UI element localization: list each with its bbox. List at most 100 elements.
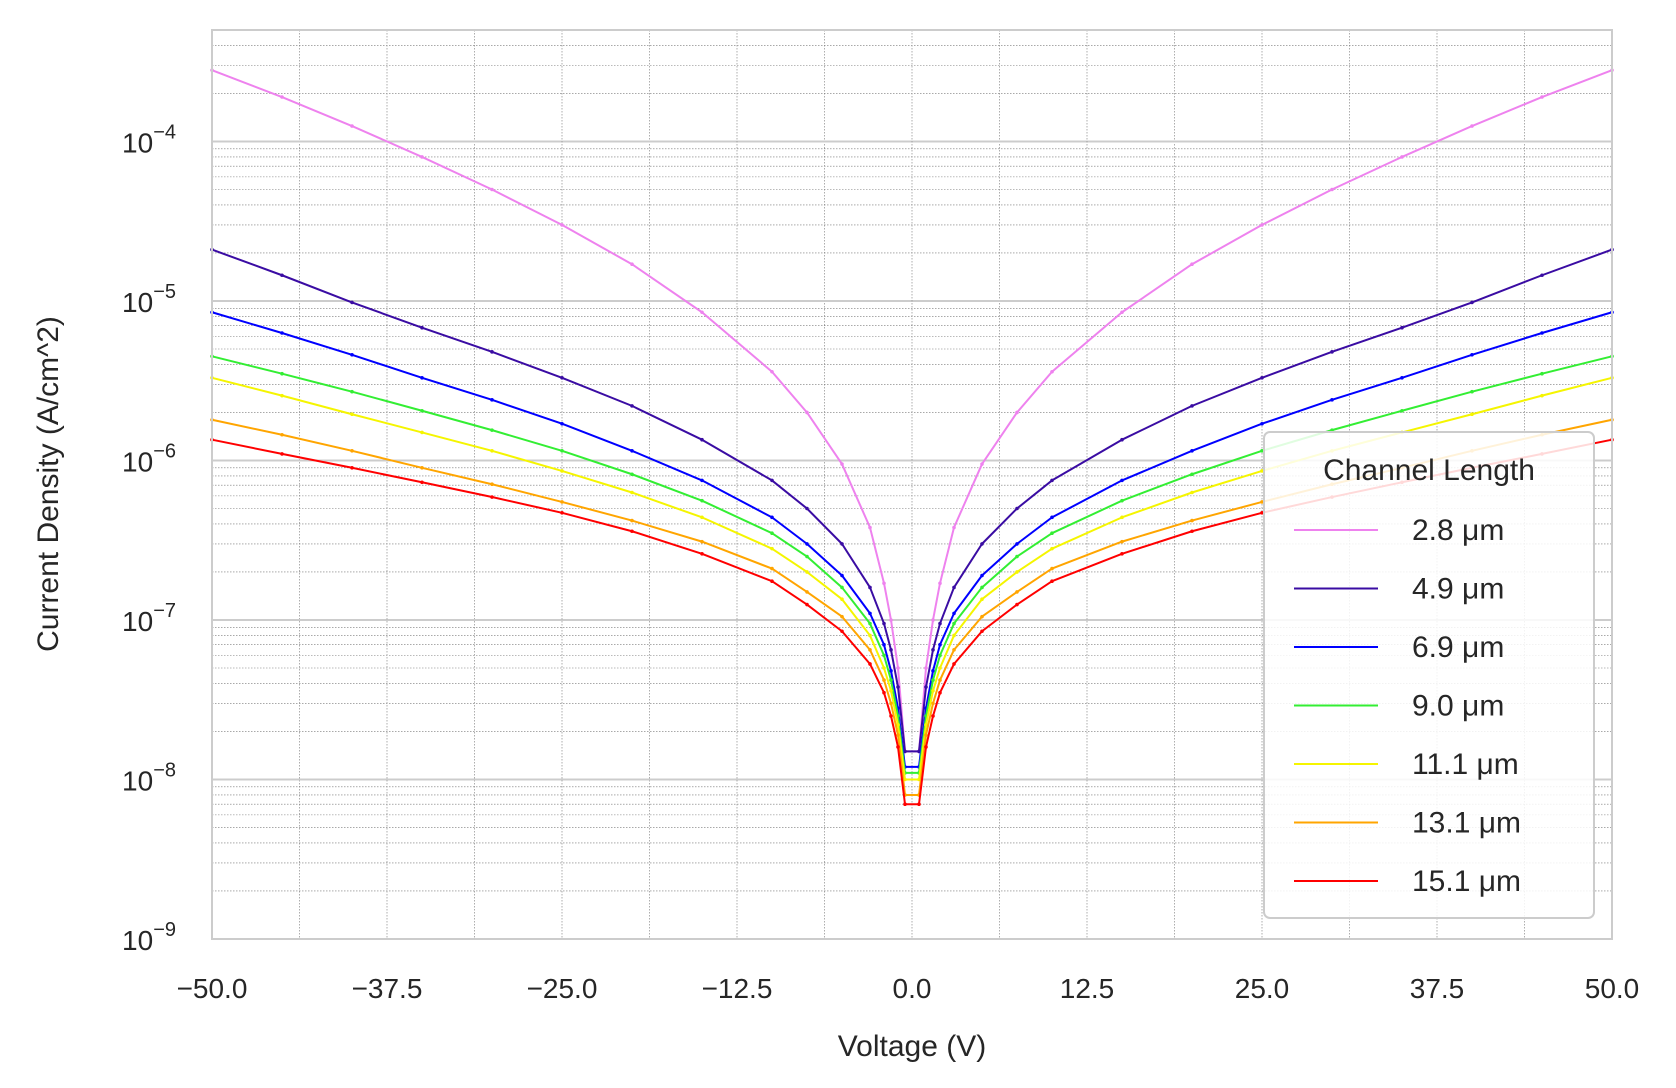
data-point <box>700 310 704 315</box>
y-tick-label: 10−8 <box>122 759 176 796</box>
legend-box <box>1263 431 1595 919</box>
data-point <box>700 478 704 483</box>
data-point <box>770 478 774 483</box>
data-point <box>931 714 935 718</box>
data-point <box>280 371 284 376</box>
data-point <box>840 597 844 602</box>
data-point <box>1050 546 1054 551</box>
data-point <box>350 465 354 470</box>
data-point <box>420 375 424 380</box>
data-point <box>952 648 956 652</box>
data-point <box>896 685 900 689</box>
data-point <box>1190 449 1194 453</box>
data-point <box>490 187 494 192</box>
data-point <box>980 573 984 578</box>
data-point <box>490 398 494 402</box>
legend-label: 15.1 μm <box>1412 865 1521 898</box>
data-point <box>1330 398 1334 402</box>
data-point <box>1015 410 1019 415</box>
data-point <box>1120 310 1124 315</box>
plot-frame <box>211 29 1613 940</box>
data-point <box>805 506 809 511</box>
data-point <box>1050 531 1054 536</box>
data-point <box>630 518 634 523</box>
data-point <box>896 666 900 670</box>
data-point <box>805 590 809 594</box>
data-point <box>980 629 984 634</box>
data-point <box>924 745 928 749</box>
x-tick-label: 50.0 <box>1585 973 1640 1004</box>
data-point <box>630 490 634 495</box>
data-point <box>700 515 704 520</box>
data-point <box>980 614 984 619</box>
series-line <box>211 248 1613 753</box>
data-point <box>420 430 424 435</box>
data-point <box>560 449 564 453</box>
data-point <box>903 802 907 806</box>
data-point <box>1015 602 1019 607</box>
data-point <box>1015 570 1019 574</box>
data-point <box>868 662 872 666</box>
data-point <box>1190 529 1194 534</box>
data-point <box>938 621 942 626</box>
data-point <box>1400 155 1404 159</box>
data-point <box>931 669 935 673</box>
data-point <box>350 449 354 453</box>
data-point <box>938 653 942 658</box>
data-point <box>1120 515 1124 520</box>
data-point <box>1120 498 1124 503</box>
data-point <box>560 469 564 473</box>
data-point <box>1120 437 1124 442</box>
data-point <box>1470 124 1474 128</box>
data-point <box>896 723 900 727</box>
data-point <box>560 421 564 426</box>
data-point <box>924 666 928 670</box>
data-point <box>1120 552 1124 556</box>
data-point <box>350 389 354 394</box>
data-point <box>1470 412 1474 417</box>
data-point <box>980 597 984 602</box>
data-point <box>630 449 634 453</box>
data-point <box>1400 325 1404 330</box>
series-line <box>211 355 1613 774</box>
data-point <box>889 669 893 673</box>
data-point <box>1190 262 1194 267</box>
data-point <box>1050 579 1054 584</box>
data-point <box>1190 404 1194 408</box>
data-point <box>1260 510 1264 515</box>
data-point <box>938 581 942 586</box>
data-point <box>882 621 886 626</box>
data-point <box>1540 371 1544 376</box>
data-point <box>889 688 893 693</box>
y-tick-labels: 10−9 10−8 10−7 10−6 10−5 10−4 <box>122 121 176 956</box>
data-point <box>938 690 942 695</box>
data-point <box>840 542 844 546</box>
data-point <box>882 653 886 658</box>
data-point <box>938 678 942 682</box>
data-point <box>1190 472 1194 477</box>
data-point <box>889 714 893 718</box>
data-point <box>560 375 564 380</box>
data-point <box>952 525 956 530</box>
data-point <box>868 585 872 590</box>
data-point <box>1470 389 1474 394</box>
data-point <box>1260 469 1264 473</box>
x-tick-label: 0.0 <box>893 973 932 1004</box>
data-point <box>490 350 494 354</box>
data-point <box>882 678 886 682</box>
data-point <box>280 452 284 456</box>
data-point <box>280 95 284 99</box>
data-point <box>770 546 774 551</box>
data-point <box>1120 539 1124 544</box>
data-point <box>1470 300 1474 305</box>
data-point <box>1260 223 1264 227</box>
data-point <box>560 510 564 515</box>
data-point <box>1540 273 1544 278</box>
data-point <box>350 300 354 305</box>
data-point <box>1540 95 1544 99</box>
data-point <box>770 531 774 536</box>
data-point <box>490 449 494 453</box>
data-point <box>840 462 844 466</box>
data-point <box>868 621 872 626</box>
data-point <box>952 611 956 616</box>
